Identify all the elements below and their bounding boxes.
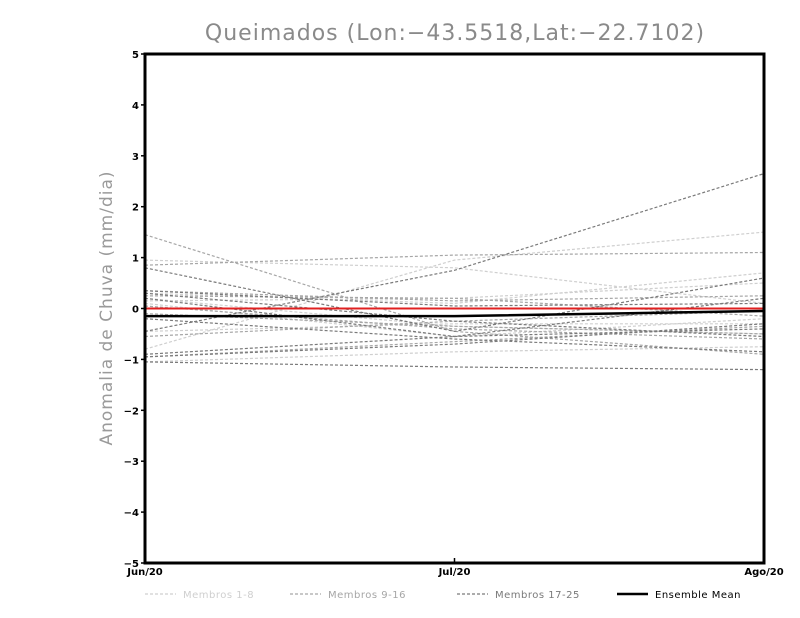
series-line-membro-3 bbox=[144, 323, 764, 332]
legend-label-membros-17-25: Membros 17-25 bbox=[495, 590, 580, 601]
y-tick-label: 5 bbox=[132, 50, 139, 61]
series-line-membro-24 bbox=[144, 297, 765, 338]
y-tick-label: −1 bbox=[124, 355, 139, 366]
series-line-membro-6 bbox=[144, 272, 765, 305]
y-axis-label: Anomalia de Chuva (mm/dia) bbox=[97, 170, 117, 445]
series-line-membro-19 bbox=[144, 328, 765, 355]
series-line-membro-1 bbox=[144, 259, 765, 304]
series-line-membro-21 bbox=[144, 290, 765, 307]
series-line-membro-17 bbox=[144, 173, 765, 332]
y-tick-label: 1 bbox=[132, 254, 139, 265]
series-line-membro-11 bbox=[144, 310, 765, 338]
series-line-membro-20 bbox=[144, 361, 765, 371]
series-line-membro-13 bbox=[144, 305, 765, 340]
series-line-membro-2 bbox=[144, 282, 765, 302]
legend-label-membros-9-16: Membros 9-16 bbox=[328, 590, 406, 601]
series-layer bbox=[144, 173, 765, 371]
y-tick-label: 3 bbox=[132, 152, 139, 163]
ensemble-mean-layer bbox=[145, 309, 765, 318]
y-tick-label: 4 bbox=[132, 101, 139, 112]
y-tick-label: −4 bbox=[124, 508, 139, 519]
series-line-membro-7 bbox=[144, 231, 765, 350]
x-tick-label: Ago/20 bbox=[744, 567, 783, 578]
y-axis-ticks: −5 −4 −3 −2 −1 0 1 2 3 4 5 bbox=[124, 50, 145, 570]
series-line-membro-18 bbox=[144, 267, 765, 333]
series-line-membro-14 bbox=[144, 234, 765, 355]
series-line-membro-9 bbox=[144, 251, 765, 266]
y-tick-label: −3 bbox=[124, 457, 139, 468]
series-line-membro-25 bbox=[144, 292, 765, 338]
series-line-membro-16 bbox=[144, 295, 765, 317]
series-line-membro-10 bbox=[144, 290, 765, 302]
x-tick-label: Jun/20 bbox=[126, 567, 163, 578]
x-axis-ticks: Jun/20 Jul/20 Ago/20 bbox=[126, 558, 784, 578]
y-tick-label: 0 bbox=[132, 305, 139, 316]
chart-title: Queimados (Lon:−43.5518,Lat:−22.7102) bbox=[205, 21, 705, 46]
series-line-membro-5 bbox=[144, 346, 765, 363]
y-tick-label: 2 bbox=[132, 203, 139, 214]
ensemble-mean-line bbox=[145, 309, 765, 318]
legend: Membros 1-8 Membros 9-16 Membros 17-25 E… bbox=[145, 590, 741, 601]
y-tick-label: −2 bbox=[124, 406, 139, 417]
series-line-membro-22 bbox=[144, 318, 765, 353]
legend-label-membros-1-8: Membros 1-8 bbox=[183, 590, 254, 601]
series-line-membro-23 bbox=[144, 323, 765, 358]
x-tick-label: Jul/20 bbox=[438, 567, 471, 578]
legend-label-ensemble-mean: Ensemble Mean bbox=[655, 590, 741, 601]
y-tick-label: −5 bbox=[124, 559, 139, 570]
